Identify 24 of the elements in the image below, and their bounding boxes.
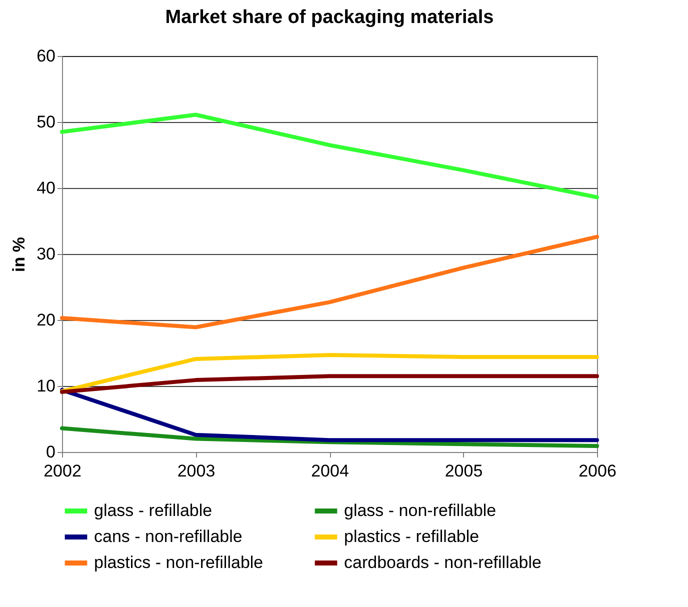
y-tick-label: 20 (36, 310, 56, 330)
y-tick-label: 50 (36, 112, 56, 132)
legend-label: plastics - refillable (344, 527, 480, 546)
y-tick-label: 30 (36, 244, 56, 264)
x-tick-label: 2006 (578, 462, 616, 480)
x-tick-label: 2002 (44, 462, 82, 480)
legend-label: plastics - non-refillable (94, 553, 264, 572)
legend-label: cans - non-refillable (94, 527, 242, 546)
legend-label: glass - non-refillable (344, 501, 496, 520)
chart-title: Market share of packaging materials (165, 7, 494, 28)
y-axis-title: in % (10, 237, 29, 272)
line-series (60, 234, 599, 330)
line-series (60, 352, 599, 394)
line-series (60, 426, 599, 448)
x-tick-label: 2003 (177, 462, 216, 480)
legend-label: glass - refillable (94, 501, 212, 520)
x-tick-label: 2005 (444, 462, 483, 480)
y-tick-label: 10 (36, 376, 56, 396)
line-series (60, 112, 599, 200)
legend-label: cardboards - non-refillable (344, 553, 542, 572)
y-tick-label: 60 (36, 46, 56, 66)
y-tick-label: 0 (46, 442, 56, 462)
y-tick-label: 40 (36, 178, 56, 198)
x-tick-label: 2004 (311, 462, 349, 480)
